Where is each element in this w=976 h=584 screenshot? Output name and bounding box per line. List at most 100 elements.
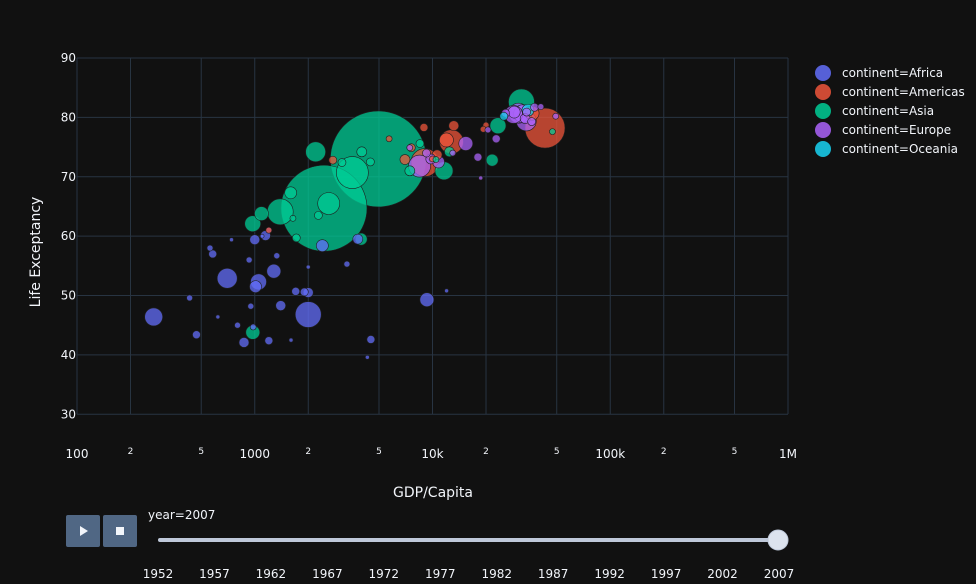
x-minor-tick-label: 5: [732, 447, 738, 457]
slider-year-label: 2002: [707, 567, 738, 581]
data-point: [485, 153, 499, 167]
data-point: [507, 105, 521, 119]
data-point: [288, 337, 294, 343]
data-point: [537, 103, 545, 110]
legend-swatch: [815, 103, 831, 119]
data-point: [343, 260, 351, 268]
data-point: [316, 239, 329, 252]
data-point: [549, 128, 556, 135]
data-point: [432, 156, 440, 163]
data-point: [238, 337, 250, 348]
slider-year-label: 1987: [538, 567, 569, 581]
y-tick-label: 40: [61, 348, 76, 362]
data-point: [356, 146, 368, 158]
play-button[interactable]: [66, 515, 100, 547]
y-axis-title: Life Exceptancy: [28, 197, 44, 308]
slider-year-label: 1982: [481, 567, 512, 581]
legend[interactable]: continent=Africa continent=Americas contin…: [815, 65, 965, 157]
x-axis-title: GDP/Capita: [393, 485, 473, 501]
grid-lines: [76, 57, 789, 415]
slider-handle[interactable]: [767, 529, 789, 551]
data-point: [284, 186, 297, 200]
x-minor-tick-label: 2: [483, 447, 489, 457]
data-point: [449, 149, 457, 157]
legend-swatch: [815, 65, 831, 81]
x-minor-tick-label: 2: [661, 447, 667, 457]
data-point: [458, 136, 474, 151]
data-point: [499, 111, 509, 121]
slider-year-label: 1992: [594, 567, 625, 581]
slider-current-value: year=2007: [148, 508, 215, 522]
legend-label: continent=Africa: [842, 66, 943, 80]
y-tick-label: 30: [61, 407, 76, 421]
data-point: [399, 154, 411, 165]
data-point: [419, 292, 435, 307]
data-point: [419, 123, 429, 132]
data-point: [294, 301, 322, 328]
data-point: [352, 233, 364, 245]
year-slider[interactable]: 1952 1957 1962 1967 1972 1977 1982 1987 1992 1997…: [143, 529, 795, 581]
data-point: [473, 152, 483, 162]
data-point: [328, 155, 338, 165]
data-point: [216, 268, 238, 289]
legend-swatch: [815, 141, 831, 157]
data-point: [385, 135, 393, 143]
x-tick-label: 100: [66, 447, 89, 461]
data-point: [404, 165, 416, 177]
y-tick-label: 60: [61, 229, 76, 243]
legend-label: continent=Asia: [842, 104, 934, 118]
slider-rail: [158, 538, 779, 542]
data-point: [337, 158, 347, 167]
play-icon: [80, 526, 88, 536]
slider-year-label: 1952: [143, 567, 174, 581]
data-point: [489, 117, 507, 134]
slider-year-label: 1967: [312, 567, 343, 581]
data-point: [265, 226, 273, 234]
bubble-layer: [144, 88, 566, 360]
x-tick-label: 1000: [239, 447, 270, 461]
data-point: [491, 134, 501, 144]
data-point: [406, 144, 414, 151]
x-minor-tick-label: 2: [128, 447, 134, 457]
data-point: [522, 107, 531, 117]
data-point: [291, 287, 301, 296]
data-point: [317, 192, 340, 215]
legend-swatch: [815, 84, 831, 100]
data-point: [215, 314, 221, 320]
legend-label: continent=Europe: [842, 123, 951, 137]
y-tick-label: 90: [61, 51, 76, 65]
data-point: [478, 175, 484, 181]
data-point: [247, 302, 255, 310]
data-point: [366, 157, 375, 167]
data-point: [552, 112, 560, 120]
data-point: [234, 321, 241, 329]
x-tick-label: 10k: [421, 447, 443, 461]
x-tick-label: 1M: [779, 447, 797, 461]
slider-year-label: 1972: [369, 567, 400, 581]
legend-label: continent=Oceania: [842, 142, 958, 156]
data-point: [275, 300, 287, 311]
x-minor-tick-label: 5: [554, 447, 560, 457]
data-point: [305, 141, 326, 163]
data-point: [249, 280, 262, 293]
x-minor-tick-label: 2: [305, 447, 311, 457]
data-point: [448, 120, 460, 131]
data-point: [292, 233, 301, 243]
slider-year-label: 1957: [199, 567, 230, 581]
data-point: [206, 244, 214, 252]
data-point: [366, 335, 376, 344]
data-point: [266, 198, 294, 226]
data-point: [530, 102, 539, 112]
stop-button[interactable]: [103, 515, 137, 547]
data-point: [314, 211, 323, 220]
data-point: [264, 336, 274, 345]
x-minor-tick-label: 5: [198, 447, 204, 457]
stop-icon: [116, 527, 124, 535]
data-point: [229, 237, 234, 243]
data-point: [249, 234, 261, 246]
data-point: [244, 215, 262, 232]
y-tick-label: 80: [61, 110, 76, 124]
data-point: [299, 287, 309, 297]
data-point: [444, 288, 449, 294]
